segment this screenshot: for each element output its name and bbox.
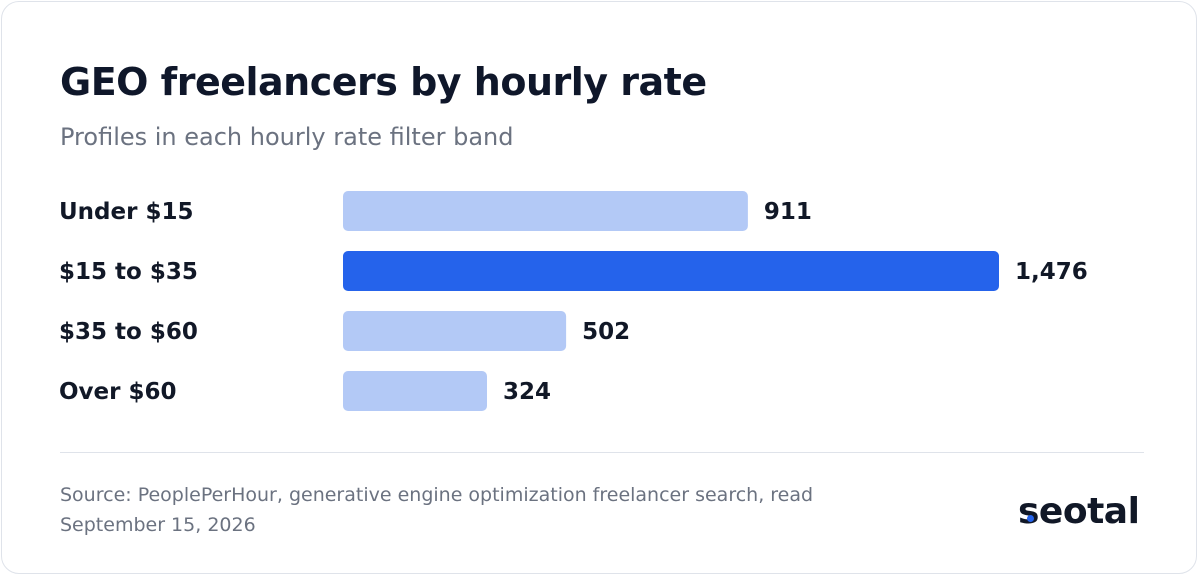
bar-over-60	[343, 371, 487, 411]
chart-title: GEO freelancers by hourly rate	[60, 60, 707, 104]
category-label-15-to-35: $15 to $35	[59, 259, 198, 285]
value-label-35-to-60: 502	[582, 319, 630, 345]
value-label-15-to-35: 1,476	[1015, 259, 1088, 285]
category-label-over-60: Over $60	[59, 379, 177, 405]
bar-chart: Under $15 911 $15 to $35 1,476 $35 to $60 502…	[59, 191, 1088, 411]
category-label-35-to-60: $35 to $60	[59, 319, 198, 345]
seotal-logo: seotal	[1018, 489, 1140, 535]
category-label-under-15: Under $15	[59, 199, 193, 225]
bar-under-15	[343, 191, 748, 231]
value-label-under-15: 911	[764, 199, 812, 225]
value-label-over-60: 324	[503, 379, 551, 405]
source-note: Source: PeoplePerHour, generative engine…	[60, 484, 814, 536]
bar-35-to-60	[343, 311, 567, 351]
chart-subtitle: Profiles in each hourly rate filter band	[60, 123, 514, 151]
footer-divider	[60, 452, 1144, 453]
logo-text: seotal	[1018, 491, 1140, 532]
bar-15-to-35	[343, 251, 999, 291]
logo-accent-dot	[1027, 515, 1034, 522]
